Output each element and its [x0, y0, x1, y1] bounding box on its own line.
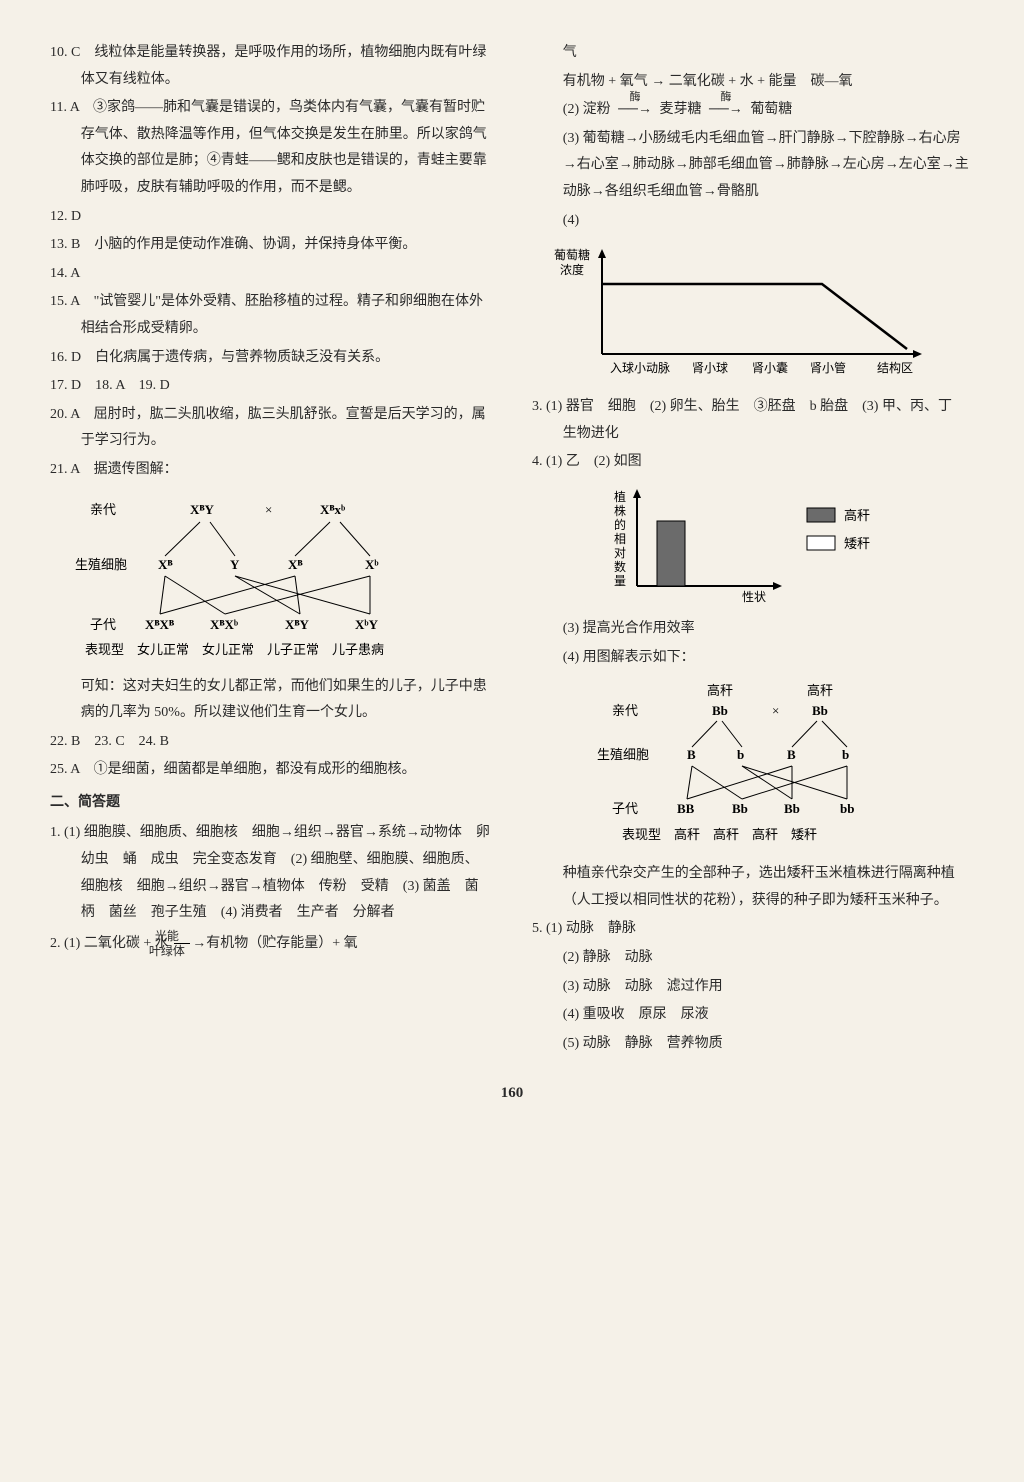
svg-text:×: ×	[265, 502, 272, 517]
y-axis-label: 葡萄糖	[554, 247, 590, 262]
svg-text:Bb: Bb	[732, 801, 748, 816]
svg-text:量: 量	[614, 574, 626, 588]
svg-text:结构区: 结构区	[877, 360, 913, 375]
svg-text:表现型 女儿正常 女儿正常 儿子正常 儿子患病: 表现型 女儿正常 女儿正常 儿子正常 儿子患病	[85, 642, 384, 657]
svg-text:入球小动脉: 入球小动脉	[610, 360, 670, 375]
svg-text:株: 株	[614, 503, 626, 518]
svg-text:Bb: Bb	[712, 703, 728, 718]
answer-item: 20. A 屈肘时，肱二头肌收缩，肱三头肌舒张。宣誓是后天学习的，属于学习行为。	[50, 402, 492, 455]
answer-item: 16. D 白化病属于遗传病，与营养物质缺乏没有关系。	[50, 345, 492, 372]
svg-text:Y: Y	[230, 557, 240, 572]
answer-item: 4. (1) 乙 (2) 如图	[532, 449, 974, 476]
svg-text:XᴮXᴮ: XᴮXᴮ	[145, 617, 175, 632]
svg-text:BB: BB	[677, 801, 695, 816]
svg-text:Xᴮ: Xᴮ	[158, 557, 173, 572]
answer-text: (2) 静脉 动脉	[532, 945, 974, 972]
answer-text: (3) 提高光合作用效率	[532, 616, 974, 643]
row-label: 亲代	[90, 502, 116, 517]
svg-text:XᵇY: XᵇY	[355, 617, 379, 632]
answer-text: (5) 动脉 静脉 营养物质	[532, 1031, 974, 1058]
answer-text: (2) 淀粉 酶──→ 麦芽糖 酶──→ 葡萄糖	[532, 97, 974, 124]
svg-text:相: 相	[614, 532, 626, 546]
genetics-diagram-1: 亲代 XᴮY × Xᴮxᵇ 生殖细胞 Xᴮ Y Xᴮ Xᵇ	[70, 494, 492, 664]
svg-text:高秆: 高秆	[844, 508, 870, 523]
svg-text:B: B	[787, 747, 796, 762]
glucose-line-chart: 葡萄糖 浓度 入球小动脉 肾小球 肾小囊 肾小管 结构区	[552, 244, 974, 384]
svg-text:肾小管: 肾小管	[810, 360, 846, 375]
answer-text: 可知：这对夫妇生的女儿都正常，而他们如果生的儿子，儿子中患病的几率为 50%。所…	[50, 674, 492, 727]
answer-item: 12. D	[50, 204, 492, 231]
answer-text: 有机物 + 氧气 → 二氧化碳 + 水 + 能量 碳—氧	[532, 69, 974, 96]
right-column: 气 有机物 + 氧气 → 二氧化碳 + 水 + 能量 碳—氧 (2) 淀粉 酶─…	[532, 40, 974, 1059]
svg-text:XᴮY: XᴮY	[190, 502, 215, 517]
svg-text:浓度: 浓度	[560, 262, 584, 277]
answer-item: 13. B 小脑的作用是使动作准确、协调，并保持身体平衡。	[50, 232, 492, 259]
answer-text: (4) 用图解表示如下：	[532, 645, 974, 672]
text: 有机物（贮存能量）+ 氧	[206, 936, 357, 951]
answer-item: 17. D 18. A 19. D	[50, 373, 492, 400]
answer-item: 3. (1) 器官 细胞 (2) 卵生、胎生 ③胚盘 b 胎盘 (3) 甲、丙、…	[532, 394, 974, 447]
svg-text:对: 对	[614, 546, 626, 560]
svg-text:Bb: Bb	[784, 801, 800, 816]
answer-text: 种植亲代杂交产生的全部种子，选出矮秆玉米植株进行隔离种植（人工授以相同性状的花粉…	[532, 861, 974, 914]
svg-text:XᴮXᵇ: XᴮXᵇ	[210, 617, 238, 632]
answer-item: 5. (1) 动脉 静脉	[532, 916, 974, 943]
answer-text: (3) 葡萄糖→小肠绒毛内毛细血管→肝门静脉→下腔静脉→右心房→右心室→肺动脉→…	[532, 126, 974, 206]
svg-text:生殖细胞: 生殖细胞	[75, 557, 127, 572]
svg-text:的: 的	[614, 517, 626, 532]
svg-text:肾小球: 肾小球	[692, 361, 728, 375]
svg-text:Xᴮ: Xᴮ	[288, 557, 303, 572]
svg-text:bb: bb	[840, 801, 854, 816]
answer-item: 10. C 线粒体是能量转换器，是呼吸作用的场所，植物细胞内既有叶绿体又有线粒体…	[50, 40, 492, 93]
answer-item: 22. B 23. C 24. B	[50, 729, 492, 756]
answer-item: 25. A ①是细菌，细菌都是单细胞，都没有成形的细胞核。	[50, 757, 492, 784]
svg-text:b: b	[842, 747, 849, 762]
svg-text:肾小囊: 肾小囊	[752, 360, 788, 375]
svg-text:表现型 高秆 高秆 高秆 矮秆: 表现型 高秆 高秆 高秆 矮秆	[622, 827, 817, 842]
svg-text:子代: 子代	[90, 617, 116, 632]
svg-text:性状: 性状	[742, 590, 766, 604]
svg-text:子代: 子代	[612, 801, 638, 816]
page-content: 10. C 线粒体是能量转换器，是呼吸作用的场所，植物细胞内既有叶绿体又有线粒体…	[50, 40, 974, 1059]
svg-text:Bb: Bb	[812, 703, 828, 718]
svg-text:矮秆: 矮秆	[844, 536, 870, 551]
svg-text:Xᵇ: Xᵇ	[365, 557, 379, 572]
svg-text:高秆: 高秆	[807, 683, 833, 698]
svg-text:×: ×	[772, 703, 779, 718]
answer-text: (3) 动脉 动脉 滤过作用	[532, 974, 974, 1001]
svg-text:Xᴮxᵇ: Xᴮxᵇ	[320, 502, 345, 517]
svg-text:生殖细胞: 生殖细胞	[597, 747, 649, 762]
svg-text:亲代: 亲代	[612, 703, 638, 718]
page-number: 160	[50, 1079, 974, 1108]
answer-item: 2. (1) 二氧化碳 + 水 光能 叶绿体 →有机物（贮存能量）+ 氧	[50, 929, 492, 959]
answer-item: 1. (1) 细胞膜、细胞质、细胞核 细胞→组织→器官→系统→动物体 卵 幼虫 …	[50, 820, 492, 926]
bar-chart: 植 株 的 相 对 数 量 性状 高秆 矮秆	[612, 486, 974, 606]
svg-text:数: 数	[614, 559, 626, 574]
answer-text: (4)	[532, 208, 974, 235]
left-column: 10. C 线粒体是能量转换器，是呼吸作用的场所，植物细胞内既有叶绿体又有线粒体…	[50, 40, 492, 1059]
section-heading: 二、简答题	[50, 790, 492, 817]
svg-text:XᴮY: XᴮY	[285, 617, 310, 632]
answer-item: 11. A ③家鸽——肺和气囊是错误的，鸟类体内有气囊，气囊有暂时贮存气体、散热…	[50, 95, 492, 201]
answer-text: (4) 重吸收 原尿 尿液	[532, 1002, 974, 1029]
answer-item: 15. A "试管婴儿"是体外受精、胚胎移植的过程。精子和卵细胞在体外相结合形成…	[50, 289, 492, 342]
genetics-diagram-2: 高秆 高秆 亲代 Bb × Bb 生殖细胞 B b B b	[592, 681, 974, 851]
answer-text: 气	[532, 40, 974, 67]
answer-item: 14. A	[50, 261, 492, 288]
svg-text:b: b	[737, 747, 744, 762]
fraction: 光能 叶绿体	[174, 929, 190, 959]
svg-text:植: 植	[614, 489, 626, 504]
svg-text:高秆: 高秆	[707, 683, 733, 698]
svg-text:B: B	[687, 747, 696, 762]
answer-item: 21. A 据遗传图解：	[50, 457, 492, 484]
